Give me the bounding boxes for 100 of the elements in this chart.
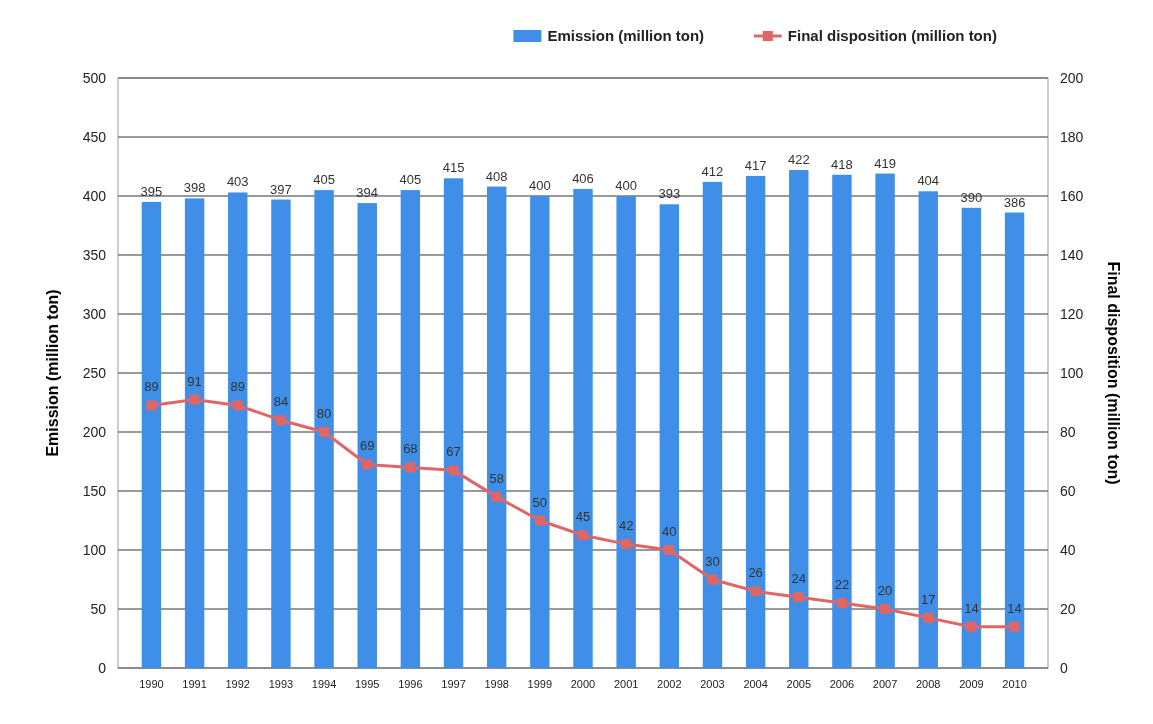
data-label: 69 xyxy=(359,438,375,454)
bar xyxy=(702,181,723,668)
bar xyxy=(745,175,766,668)
y-tick-label: 200 xyxy=(82,424,107,440)
y2-tick-label: 160 xyxy=(1060,188,1084,204)
data-label: 419 xyxy=(874,155,896,171)
data-label: 17 xyxy=(921,591,936,607)
y2-tick-label: 60 xyxy=(1060,483,1076,499)
x-tick-label: 1993 xyxy=(268,678,294,690)
legend-label: Final disposition (million ton) xyxy=(787,27,997,44)
y2-tick-label: 120 xyxy=(1060,306,1084,322)
bar xyxy=(616,196,636,668)
point xyxy=(836,598,847,609)
y-tick-label: 350 xyxy=(82,247,107,263)
data-label: 84 xyxy=(273,394,289,410)
bar xyxy=(918,191,938,668)
data-label: 395 xyxy=(140,183,163,199)
x-tick-label: 2005 xyxy=(786,678,812,690)
bar xyxy=(1004,212,1025,668)
x-tick-label: 1996 xyxy=(398,678,423,690)
x-tick-label: 2004 xyxy=(743,678,768,690)
data-label: 412 xyxy=(701,163,724,179)
x-tick-label: 1994 xyxy=(311,678,337,690)
data-label: 50 xyxy=(532,494,548,510)
bar xyxy=(443,178,464,668)
y2-tick-label: 200 xyxy=(1060,70,1084,86)
data-label: 58 xyxy=(489,470,504,486)
data-label: 417 xyxy=(744,157,767,173)
x-tick-label: 2010 xyxy=(1002,678,1027,690)
point xyxy=(1009,621,1020,632)
data-label: 398 xyxy=(183,180,206,196)
y-tick-label: 50 xyxy=(90,601,107,617)
y-tick-label: 450 xyxy=(82,129,107,145)
data-label: 67 xyxy=(446,444,461,460)
bar xyxy=(400,190,421,668)
y-tick-label: 500 xyxy=(82,70,107,86)
y2-tick-label: 140 xyxy=(1060,247,1084,263)
bar xyxy=(961,207,982,668)
data-label: 405 xyxy=(399,172,422,188)
point xyxy=(319,427,330,437)
data-label: 397 xyxy=(270,181,292,197)
point xyxy=(707,574,718,585)
y-tick-label: 300 xyxy=(82,306,107,322)
x-tick-label: 2000 xyxy=(570,678,596,690)
data-label: 26 xyxy=(748,565,763,581)
y-tick-label: 250 xyxy=(82,365,107,381)
point xyxy=(664,545,675,555)
data-label: 403 xyxy=(226,174,249,190)
point xyxy=(448,465,459,476)
bar xyxy=(228,192,248,668)
point xyxy=(578,530,588,541)
legend-label: Emission (million ton) xyxy=(547,27,705,44)
point xyxy=(880,604,891,614)
bar xyxy=(271,199,291,668)
point xyxy=(750,586,761,597)
data-label: 24 xyxy=(791,571,807,587)
data-label: 14 xyxy=(1007,600,1022,616)
bar xyxy=(357,203,377,668)
y2-axis-title: Final disposition (million ton) xyxy=(1105,261,1122,485)
y2-tick-label: 100 xyxy=(1060,365,1084,381)
x-tick-label: 1999 xyxy=(527,678,553,690)
x-tick-label: 2009 xyxy=(959,678,984,690)
point xyxy=(491,491,502,502)
x-tick-label: 1998 xyxy=(484,678,509,690)
x-tick-label: 2003 xyxy=(700,678,725,690)
bar xyxy=(530,196,550,668)
data-label: 393 xyxy=(658,186,681,202)
data-label: 42 xyxy=(618,518,634,534)
y-tick-label: 100 xyxy=(82,542,107,558)
data-label: 415 xyxy=(442,160,465,176)
point xyxy=(232,400,243,411)
point xyxy=(362,459,373,470)
data-label: 386 xyxy=(1003,194,1026,210)
x-tick-label: 1997 xyxy=(441,678,466,690)
data-label: 390 xyxy=(960,189,983,205)
bar xyxy=(659,204,680,668)
data-label: 14 xyxy=(964,600,979,616)
bar xyxy=(789,170,809,668)
point xyxy=(189,394,200,405)
data-label: 394 xyxy=(356,185,379,201)
y-axis-title: Emission (million ton) xyxy=(44,289,61,457)
point xyxy=(534,515,545,526)
y2-tick-label: 20 xyxy=(1060,601,1076,617)
data-label: 22 xyxy=(834,577,850,593)
x-tick-label: 1990 xyxy=(139,678,164,690)
data-label: 405 xyxy=(313,172,335,188)
data-label: 91 xyxy=(187,373,202,389)
data-label: 20 xyxy=(877,583,893,598)
data-label: 418 xyxy=(831,156,853,172)
bar xyxy=(573,188,593,668)
bar xyxy=(875,173,895,668)
x-tick-label: 2007 xyxy=(872,678,898,690)
data-label: 400 xyxy=(615,178,638,193)
y-tick-label: 150 xyxy=(82,483,107,499)
data-label: 80 xyxy=(316,406,332,421)
x-tick-label: 1992 xyxy=(225,678,250,690)
y2-tick-label: 80 xyxy=(1060,424,1076,440)
x-tick-label: 2008 xyxy=(916,678,941,690)
bar xyxy=(141,201,162,668)
bar xyxy=(486,186,507,668)
